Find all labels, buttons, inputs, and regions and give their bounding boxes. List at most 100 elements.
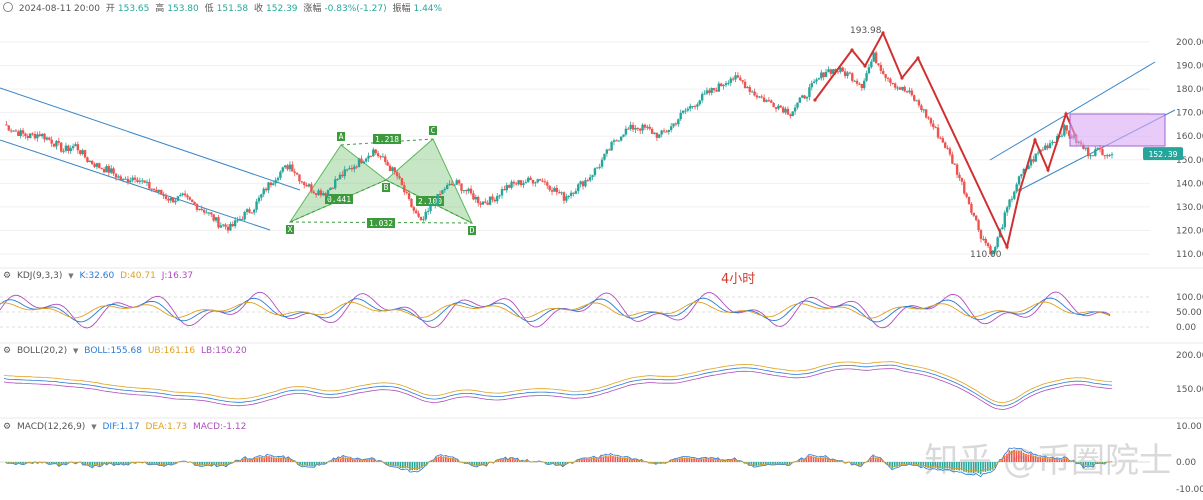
- macd-bar: [1089, 462, 1092, 466]
- low-price-label: 110.00: [970, 250, 1002, 260]
- candle-body: [608, 149, 611, 151]
- header-date: 2024-08-11 20:00: [18, 4, 100, 14]
- candle-body: [727, 82, 730, 84]
- candle-body: [715, 90, 718, 92]
- candle-body: [641, 124, 644, 131]
- macd-bar: [977, 462, 980, 474]
- candle-body: [867, 67, 871, 74]
- candle-body: [326, 190, 330, 196]
- candle-body: [1063, 125, 1066, 136]
- candle-body: [681, 110, 685, 113]
- candle-body: [951, 154, 954, 164]
- candle-body: [636, 128, 640, 130]
- macd-header[interactable]: ⚙ MACD(12,26,9) ▼ DIF:1.17 DEA:1.73 MACD…: [3, 422, 249, 432]
- candle-body: [503, 189, 506, 191]
- candle-body: [515, 183, 518, 185]
- candle-body: [64, 145, 68, 151]
- macd-bar: [955, 462, 958, 470]
- candle-body: [891, 82, 894, 84]
- candle-body: [124, 178, 127, 180]
- macd-bar: [798, 459, 800, 462]
- candle-body: [689, 106, 692, 109]
- macd-bar: [886, 462, 889, 465]
- candle-body: [360, 158, 363, 164]
- candle-body: [293, 171, 296, 173]
- chevron-down-icon[interactable]: ▼: [91, 423, 97, 431]
- macd-tick-label: 10.00: [1176, 422, 1202, 432]
- candle-body: [958, 174, 961, 179]
- chevron-down-icon[interactable]: ▼: [68, 272, 74, 280]
- macd-bar: [707, 459, 710, 462]
- macd-bar: [786, 462, 789, 465]
- candle-body: [1032, 159, 1035, 162]
- macd-bar: [872, 455, 875, 462]
- macd-bar: [456, 459, 459, 462]
- wave-point: [813, 98, 817, 102]
- macd-bar: [774, 462, 777, 465]
- macd-bar: [908, 462, 910, 464]
- candle-body: [62, 150, 65, 152]
- macd-bar: [581, 458, 583, 462]
- candle-body: [129, 180, 132, 183]
- kdj-k-value: K:32.60: [79, 271, 115, 281]
- pattern-point-label: A: [339, 132, 344, 141]
- candle-body: [462, 190, 466, 192]
- candle-body: [343, 169, 346, 177]
- candle-body: [457, 180, 461, 184]
- boll-header[interactable]: ⚙ BOLL(20,2) ▼ BOLL:155.68 UB:161.16 LB:…: [3, 346, 250, 356]
- macd-bar: [764, 462, 767, 465]
- candle-body: [903, 86, 906, 92]
- candle-body: [855, 80, 859, 84]
- candle-body: [772, 102, 775, 108]
- macd-bar: [979, 462, 982, 475]
- candle-body: [796, 102, 799, 108]
- macd-bar: [753, 462, 755, 467]
- candle-body: [522, 183, 525, 186]
- macd-bar: [924, 462, 927, 468]
- consolidation-box: [1069, 113, 1166, 147]
- candle-body: [415, 210, 418, 214]
- close-value: 152.39: [266, 4, 298, 14]
- candle-body: [160, 189, 163, 195]
- candle-body: [913, 95, 916, 101]
- macd-bar: [273, 457, 275, 462]
- candle-body: [789, 114, 792, 117]
- macd-bar: [1001, 459, 1003, 462]
- chevron-down-icon[interactable]: ▼: [73, 347, 79, 355]
- macd-bar: [392, 462, 395, 467]
- macd-bar: [213, 462, 215, 464]
- macd-bar: [767, 462, 769, 464]
- macd-bar: [282, 456, 285, 462]
- macd-bar: [306, 462, 309, 467]
- candle-body: [479, 203, 482, 205]
- macd-bar: [1034, 455, 1037, 462]
- macd-bar: [557, 462, 559, 465]
- macd-dea-value: DEA:1.73: [145, 422, 188, 432]
- candle-body: [519, 180, 523, 186]
- candle-body: [450, 183, 454, 186]
- macd-bar: [201, 462, 203, 466]
- macd-bar: [478, 462, 480, 465]
- candle-body: [708, 90, 711, 93]
- candle-body: [986, 243, 990, 247]
- candle-body: [553, 187, 556, 192]
- wave-point: [881, 31, 885, 35]
- macd-bar: [858, 462, 860, 466]
- candle-body: [398, 176, 401, 179]
- candle-body: [660, 130, 663, 135]
- candle-body: [872, 52, 875, 62]
- candle-body: [407, 193, 411, 199]
- macd-bar: [1041, 457, 1044, 462]
- candle-body: [150, 188, 153, 190]
- candle-body: [322, 193, 325, 196]
- macd-bar: [280, 457, 282, 462]
- candle-body: [1036, 152, 1040, 154]
- macd-bar: [237, 460, 239, 462]
- high-label: 高: [155, 4, 165, 14]
- macd-bar: [91, 462, 94, 467]
- macd-bar: [1068, 460, 1070, 462]
- wave-line: [814, 30, 1076, 251]
- macd-bar: [1063, 457, 1066, 462]
- kdj-header[interactable]: ⚙ KDJ(9,3,3) ▼ K:32.60 D:40.71 J:16.37: [3, 271, 196, 281]
